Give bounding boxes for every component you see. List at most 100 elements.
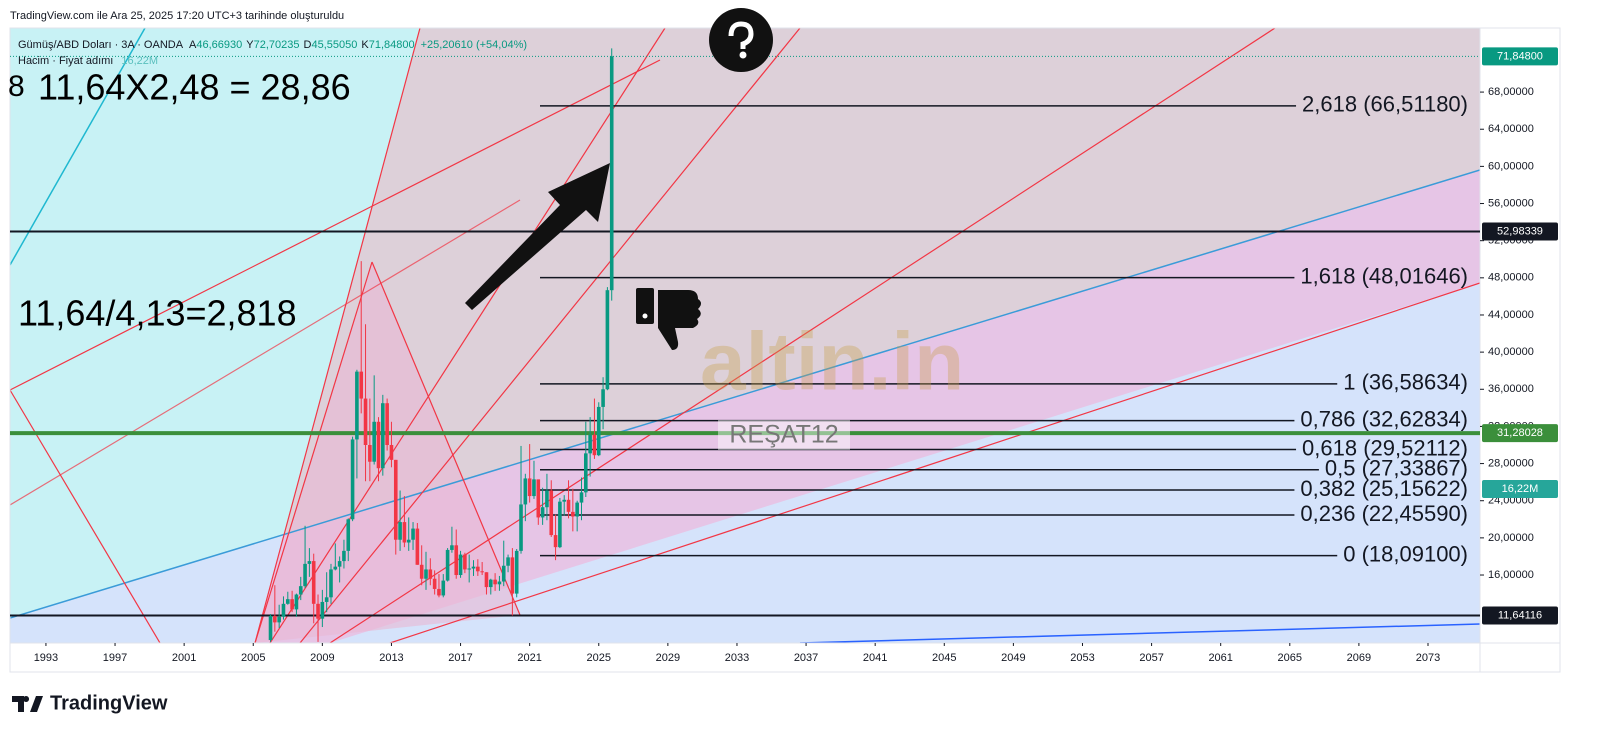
fib-label: 0,618 (29,52112) [1302, 435, 1468, 460]
x-tick-label: 2049 [1001, 652, 1025, 664]
candle-body [480, 571, 484, 573]
candle-body [281, 603, 286, 617]
candle-body [488, 579, 493, 588]
candle-body [398, 522, 402, 540]
candle-body [376, 421, 381, 469]
header: TradingView.com ile Ara 25, 2025 17:20 U… [10, 10, 344, 22]
candle-body [527, 478, 532, 497]
candle-body [584, 453, 588, 493]
candle-body [428, 569, 433, 579]
frame [9, 27, 1561, 673]
annotation: 11,64/4,13=2,818 [18, 293, 297, 334]
x-tick-label: 2057 [1139, 652, 1163, 664]
y-tick-label: 68,00000 [1488, 86, 1534, 98]
logo-icon [12, 696, 43, 712]
x-tick-label: 2009 [310, 652, 334, 664]
x-tick-label: 1997 [103, 652, 127, 664]
candle-body [514, 550, 519, 594]
candle-body [432, 578, 437, 589]
candle-body [415, 528, 420, 565]
fib-label: 0,382 (25,15622) [1300, 476, 1468, 501]
fib-label: 0,786 (32,62834) [1300, 406, 1468, 431]
trend-line [799, 623, 1480, 643]
thumb-cuff [636, 288, 654, 324]
volume-box-label: 16,22M [1502, 483, 1539, 495]
candle-body [342, 550, 346, 562]
candle-body [558, 501, 562, 548]
thumb-dot [642, 313, 648, 319]
candle-body [454, 545, 459, 576]
candle-body [532, 479, 536, 497]
x-tick-label: 2013 [379, 652, 403, 664]
candle-body [493, 579, 497, 585]
y-tick-label: 28,00000 [1488, 457, 1534, 469]
candle-body [337, 561, 342, 567]
y-tick-label: 48,00000 [1488, 272, 1534, 284]
candle-body [277, 616, 281, 623]
candle-body [476, 566, 480, 572]
arrow [465, 163, 610, 310]
volume-title: Hacim · Fiyat adımı [18, 55, 113, 67]
candle-body [484, 572, 489, 588]
candle-body [536, 479, 541, 518]
cyan-zone [10, 28, 420, 618]
trend-line [269, 28, 666, 643]
candle-body [294, 594, 299, 610]
annotation: 11,64X2,48 = 28,86 [38, 67, 351, 108]
trend-line [10, 199, 521, 506]
candle-body [273, 615, 277, 623]
field-value: 72,70235 [254, 39, 300, 51]
volume-legend: Hacim · Fiyat adımı 16,22M [18, 55, 158, 67]
thumbs-down-icon [636, 288, 701, 350]
candle-body [605, 290, 610, 390]
x-tick-label: 2069 [1347, 652, 1371, 664]
candle-body [579, 492, 584, 503]
candle-body [523, 478, 528, 505]
levels [10, 55, 1480, 617]
candle-body [571, 511, 575, 517]
candle-body [346, 519, 351, 551]
candle-body [450, 545, 454, 550]
y-tick-label: 44,00000 [1488, 309, 1534, 321]
question-icon [709, 8, 773, 72]
x-tick-label: 2029 [656, 652, 680, 664]
symbol: Gümüş/ABD Doları · 3A · OANDA [18, 39, 184, 51]
candle-body [320, 601, 325, 619]
field-value: 71,84800 [369, 39, 415, 51]
candle-body [566, 499, 571, 512]
candle-body [368, 444, 372, 462]
fib-label: 1,618 (48,01646) [1300, 263, 1468, 288]
annotation: 8 [8, 70, 25, 103]
field-label: Y [246, 39, 254, 51]
x-tick-label: 2041 [863, 652, 887, 664]
candles: altin.in REŞAT12 [268, 48, 964, 642]
candle-body [458, 554, 463, 576]
field-value: 45,55050 [311, 39, 357, 51]
fib-label: 0,236 (22,45590) [1300, 501, 1468, 526]
logo-text: TradingView [50, 692, 168, 714]
candle-body [540, 507, 545, 518]
x-tick-label: 1993 [34, 652, 58, 664]
author: REŞAT12 [729, 421, 838, 449]
candle-body [506, 557, 510, 566]
candle-body [350, 439, 355, 520]
candle-body [324, 597, 329, 602]
candle-body [329, 569, 333, 598]
volume-box [1482, 480, 1558, 498]
candle-body [411, 528, 415, 540]
candle-body [311, 561, 316, 604]
candle-body [467, 568, 471, 570]
y-tick-label: 64,00000 [1488, 123, 1534, 135]
candle-body [510, 557, 515, 594]
price-box [1482, 424, 1558, 443]
candle-body [471, 566, 476, 569]
question-dot [739, 51, 747, 59]
candle-body [601, 389, 605, 407]
price-box-label: 31,28028 [1497, 427, 1543, 439]
x-tick-label: 2033 [725, 652, 749, 664]
candle-body [463, 554, 467, 570]
field-label: D [304, 39, 312, 51]
trend-line [299, 28, 801, 643]
candle-body [359, 371, 364, 399]
